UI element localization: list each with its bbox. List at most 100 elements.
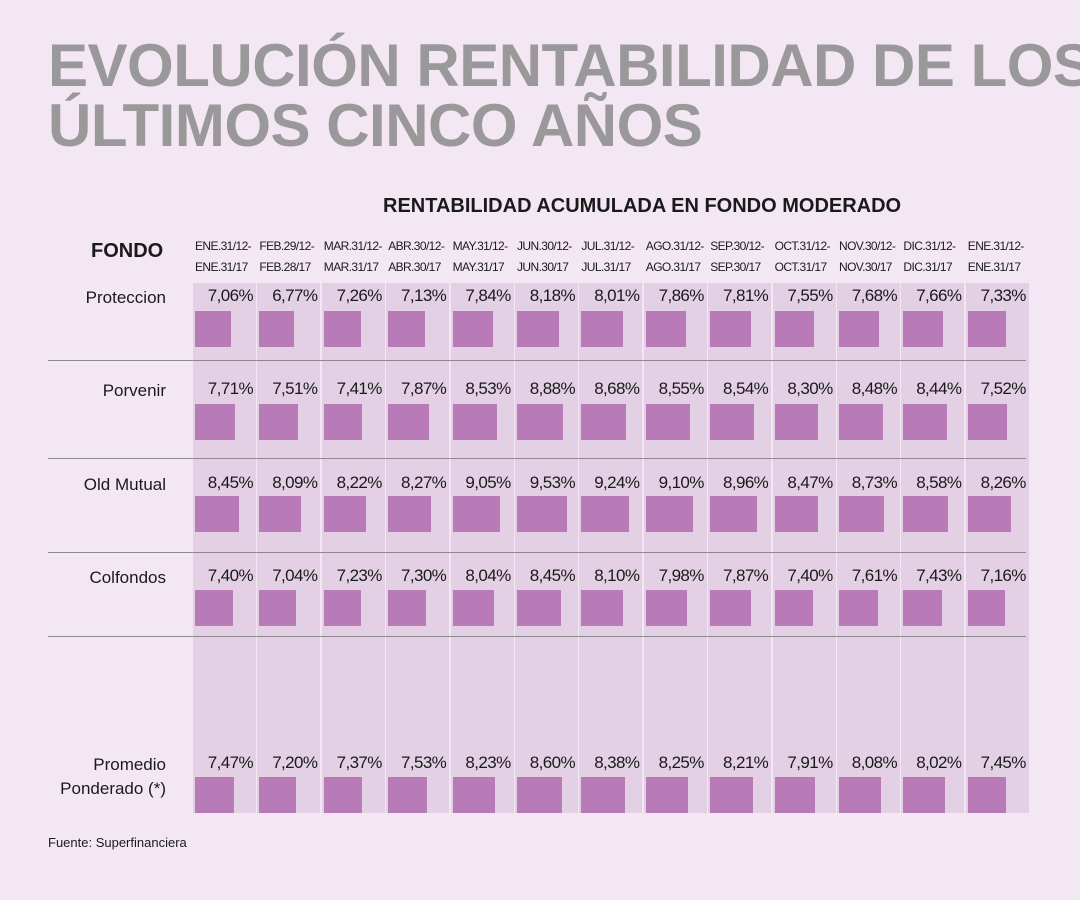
- bar-r3-c7: [581, 496, 630, 532]
- cell-value-r3-c5: 9,05%: [465, 473, 511, 492]
- source-note: Fuente: Superfinanciera: [48, 835, 187, 850]
- cell-value-r4-c11: 7,61%: [851, 566, 898, 585]
- bar-r4-c4: [388, 590, 426, 626]
- bar-r2-c8: [645, 404, 691, 440]
- cell-value-r1-c12: 7,66%: [916, 286, 962, 305]
- column-stripe-4: [386, 283, 450, 813]
- column-stripe-5: [450, 283, 514, 813]
- cell-value-r5-c13: 7,45%: [980, 753, 1027, 772]
- bar-r2-c6: [517, 404, 564, 440]
- bar-r5-c7: [581, 777, 625, 813]
- bar-r2-c10: [774, 404, 818, 440]
- column-header-12-line-1: DIC.31/12-: [903, 239, 956, 253]
- bar-r4-c12: [903, 590, 942, 626]
- cell-value-r4-c2: 7,04%: [272, 566, 318, 585]
- column-header-11-line-1: NOV.30/12-: [839, 239, 896, 253]
- column-header-7-line-2: JUL.31/17: [581, 260, 631, 274]
- column-header-13: ENE.31/12- ENE.31/17: [968, 236, 1031, 278]
- column-stripe-2: [257, 283, 321, 813]
- column-header-7-line-1: JUL.31/12-: [581, 239, 635, 253]
- cell-value-r5-c6: 8,60%: [529, 753, 576, 772]
- column-stripe-6: [515, 283, 578, 813]
- bar-r5-c5: [452, 777, 496, 813]
- bar-r5-c4: [388, 777, 428, 813]
- bar-r5-c3: [323, 777, 362, 813]
- row-label-4: Colfondos: [20, 566, 166, 590]
- column-header-8-line-1: AGO.31/12-: [645, 239, 705, 253]
- bar-r5-c9: [710, 777, 753, 813]
- cell-value-r5-c7: 8,38%: [594, 753, 640, 772]
- cell-value-r5-c8: 8,25%: [658, 753, 705, 772]
- column-header-11: NOV.30/12- NOV.30/17: [839, 236, 902, 278]
- bar-r2-c12: [903, 404, 948, 440]
- bar-r4-c9: [710, 590, 751, 626]
- column-header-9-line-1: SEP.30/12-: [710, 239, 765, 253]
- cell-value-r3-c6: 9,53%: [529, 473, 576, 492]
- cell-value-r5-c10: 7,91%: [787, 753, 833, 772]
- cell-value-r2-c12: 8,44%: [916, 379, 962, 398]
- cell-value-r3-c1: 8,45%: [207, 473, 254, 492]
- column-stripe-9: [708, 283, 772, 813]
- row-label-2: Porvenir: [20, 379, 166, 403]
- bar-r4-c10: [774, 590, 813, 626]
- column-header-10-line-1: OCT.31/12-: [774, 239, 831, 253]
- column-stripe-12: [901, 283, 965, 813]
- cell-value-r4-c10: 7,40%: [787, 566, 833, 585]
- column-stripe-8: [643, 283, 707, 813]
- cell-value-r1-c6: 8,18%: [529, 286, 576, 305]
- row-label-2-line-1: Porvenir: [102, 381, 166, 400]
- column-header-2-line-2: FEB.28/17: [259, 260, 311, 274]
- cell-value-r1-c3: 7,26%: [336, 286, 383, 305]
- bar-r2-c9: [710, 404, 755, 440]
- row-label-1-line-1: Proteccion: [85, 288, 166, 307]
- bar-r3-c5: [452, 496, 500, 532]
- row-label-3-line-1: Old Mutual: [83, 475, 166, 494]
- cell-value-r3-c11: 8,73%: [851, 473, 898, 492]
- cell-value-r4-c1: 7,40%: [207, 566, 254, 585]
- bar-r3-c9: [710, 496, 757, 532]
- cell-value-r2-c4: 7,87%: [400, 379, 447, 398]
- bar-r1-c13: [967, 311, 1006, 347]
- chart-title-line-2: ÚLTIMOS CINCO AÑOS: [48, 92, 703, 159]
- row-separator-4: [48, 636, 1026, 637]
- cell-value-r5-c12: 8,02%: [916, 753, 962, 772]
- bar-r3-c10: [774, 496, 819, 532]
- column-header-5: MAY.31/12- MAY.31/17: [453, 236, 516, 278]
- bar-r3-c8: [645, 496, 694, 532]
- bar-r4-c6: [517, 590, 561, 626]
- column-stripe-7: [579, 283, 643, 813]
- cell-value-r3-c2: 8,09%: [272, 473, 318, 492]
- bar-r1-c11: [839, 311, 879, 347]
- bar-r1-c12: [903, 311, 943, 347]
- cell-value-r1-c5: 7,84%: [465, 286, 511, 305]
- row-label-5-line-2: Ponderado (*): [60, 779, 166, 798]
- cell-value-r1-c11: 7,68%: [851, 286, 898, 305]
- row-separator-2: [48, 458, 1026, 459]
- bar-r1-c9: [710, 311, 751, 347]
- bar-r3-c6: [517, 496, 567, 532]
- cell-value-r5-c2: 7,20%: [272, 753, 318, 772]
- cell-value-r5-c9: 8,21%: [722, 753, 769, 772]
- bar-r3-c4: [388, 496, 431, 532]
- cell-value-r2-c13: 7,52%: [980, 379, 1027, 398]
- cell-value-r4-c13: 7,16%: [980, 566, 1027, 585]
- cell-value-r3-c12: 8,58%: [916, 473, 962, 492]
- bar-r4-c13: [967, 590, 1005, 626]
- column-header-8-line-2: AGO.31/17: [645, 260, 701, 274]
- cell-value-r3-c9: 8,96%: [722, 473, 769, 492]
- row-label-3: Old Mutual: [20, 473, 166, 497]
- column-header-13-line-2: ENE.31/17: [967, 260, 1021, 274]
- bar-r1-c5: [452, 311, 494, 347]
- bar-r2-c5: [452, 404, 497, 440]
- cell-value-r4-c3: 7,23%: [336, 566, 383, 585]
- bar-r3-c1: [195, 496, 239, 532]
- bar-r5-c13: [967, 777, 1007, 813]
- cell-value-r1-c9: 7,81%: [722, 286, 769, 305]
- column-header-3-line-2: MAR.31/17: [323, 260, 379, 274]
- bar-r4-c8: [645, 590, 688, 626]
- cell-value-r4-c4: 7,30%: [400, 566, 447, 585]
- cell-value-r3-c3: 8,22%: [336, 473, 383, 492]
- cell-value-r2-c9: 8,54%: [722, 379, 769, 398]
- column-header-12: DIC.31/12- DIC.31/17: [903, 236, 966, 278]
- column-header-1-line-1: ENE.31/12-: [195, 239, 252, 253]
